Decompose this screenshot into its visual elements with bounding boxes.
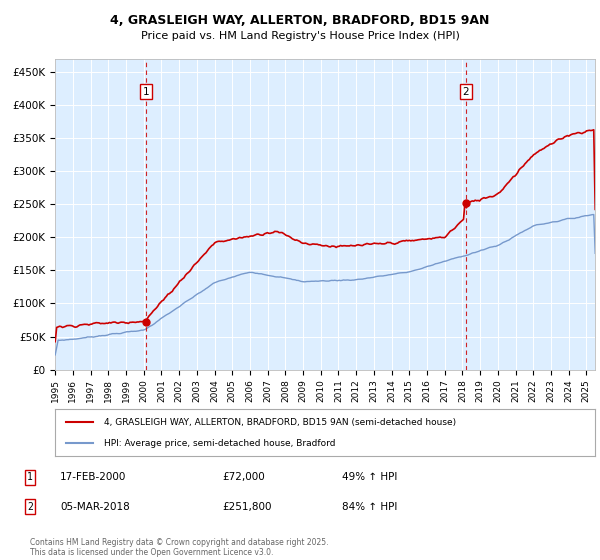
Text: 84% ↑ HPI: 84% ↑ HPI <box>342 502 397 512</box>
Text: £251,800: £251,800 <box>222 502 271 512</box>
Text: £72,000: £72,000 <box>222 472 265 482</box>
Text: 2: 2 <box>27 502 33 512</box>
Text: Price paid vs. HM Land Registry's House Price Index (HPI): Price paid vs. HM Land Registry's House … <box>140 31 460 41</box>
Text: 49% ↑ HPI: 49% ↑ HPI <box>342 472 397 482</box>
Text: 2: 2 <box>462 87 469 97</box>
Text: HPI: Average price, semi-detached house, Bradford: HPI: Average price, semi-detached house,… <box>104 438 335 447</box>
Text: 4, GRASLEIGH WAY, ALLERTON, BRADFORD, BD15 9AN: 4, GRASLEIGH WAY, ALLERTON, BRADFORD, BD… <box>110 14 490 27</box>
Text: 1: 1 <box>27 472 33 482</box>
Text: Contains HM Land Registry data © Crown copyright and database right 2025.
This d: Contains HM Land Registry data © Crown c… <box>30 538 329 557</box>
Text: 4, GRASLEIGH WAY, ALLERTON, BRADFORD, BD15 9AN (semi-detached house): 4, GRASLEIGH WAY, ALLERTON, BRADFORD, BD… <box>104 418 456 427</box>
Text: 1: 1 <box>143 87 149 97</box>
Text: 17-FEB-2000: 17-FEB-2000 <box>60 472 127 482</box>
Text: 05-MAR-2018: 05-MAR-2018 <box>60 502 130 512</box>
